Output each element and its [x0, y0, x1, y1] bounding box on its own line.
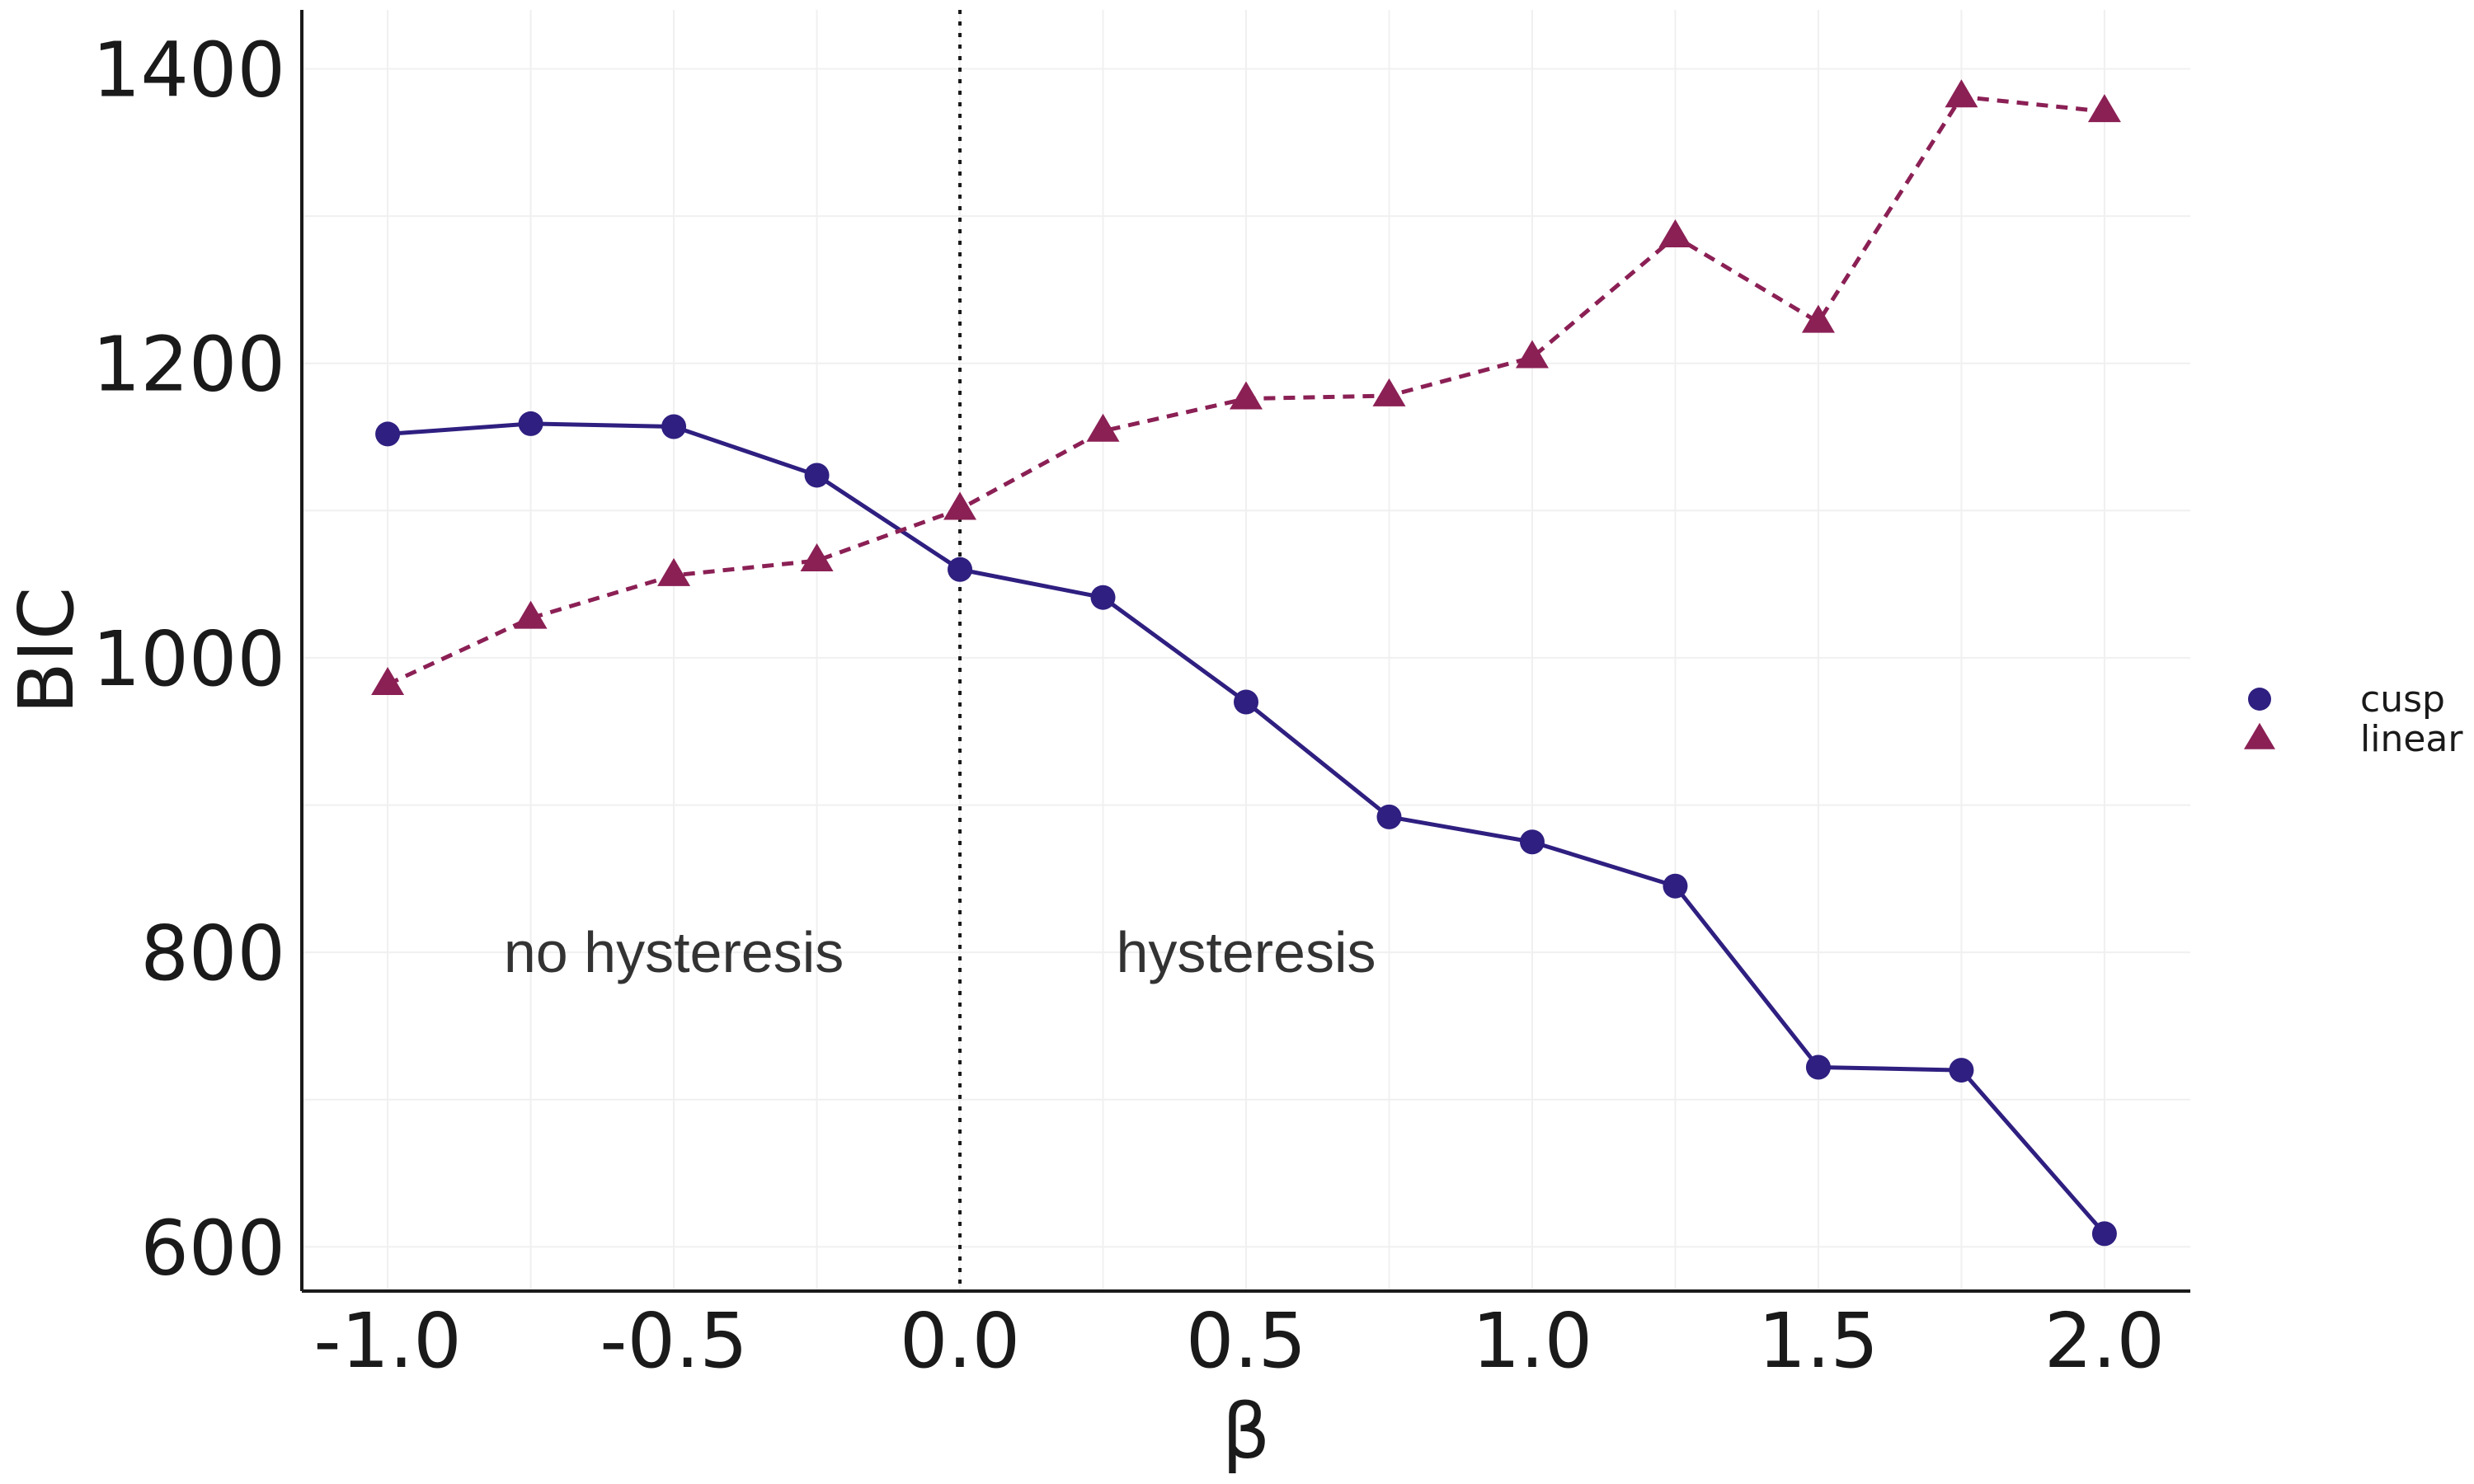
data-point-linear — [371, 667, 405, 696]
data-point-linear — [1372, 378, 1406, 406]
data-point-linear — [943, 491, 977, 520]
data-point-cusp — [1234, 689, 1258, 715]
legend-key-linear — [2244, 722, 2275, 749]
annotation-text: no hysteresis — [504, 920, 844, 984]
data-point-linear — [800, 542, 834, 571]
legend-label-cusp: cusp — [2360, 679, 2445, 721]
data-point-cusp — [804, 463, 830, 488]
data-point-cusp — [1805, 1054, 1831, 1080]
x-tick-label: 0.0 — [900, 1297, 1020, 1385]
y-tick-label: 1400 — [92, 26, 285, 114]
data-point-cusp — [2091, 1221, 2117, 1247]
y-tick-labels: 600 800 1000 1200 1400 — [92, 26, 285, 1292]
data-point-cusp — [1376, 804, 1402, 829]
data-point-linear — [2087, 94, 2121, 123]
y-tick-label: 800 — [140, 909, 285, 998]
data-point-linear — [1658, 218, 1692, 247]
data-point-linear — [514, 600, 548, 629]
x-tick-label: -0.5 — [600, 1297, 748, 1385]
annotations: no hysteresis hysteresis — [504, 920, 1376, 984]
data-point-linear — [1801, 304, 1835, 333]
data-point-cusp — [661, 414, 687, 439]
x-tick-label: -1.0 — [313, 1297, 462, 1385]
data-point-linear — [1086, 413, 1120, 442]
x-axis-title: β — [1222, 1388, 1271, 1476]
legend-label-linear: linear — [2360, 718, 2463, 760]
grid-lines — [302, 10, 2190, 1291]
data-point-cusp — [1090, 585, 1116, 610]
y-tick-label: 600 — [140, 1204, 285, 1292]
legend-key-cusp — [2248, 688, 2271, 711]
data-point-linear — [657, 557, 691, 586]
series-points — [371, 79, 2121, 1247]
data-point-cusp — [948, 556, 973, 582]
data-point-linear — [1230, 381, 1263, 410]
y-tick-label: 1200 — [92, 321, 285, 409]
x-tick-label: 1.5 — [1758, 1297, 1879, 1385]
x-tick-labels: -1.0 -0.5 0.0 0.5 1.0 1.5 2.0 — [313, 1297, 2165, 1385]
x-tick-label: 2.0 — [2044, 1297, 2165, 1385]
data-point-linear — [1515, 340, 1549, 369]
data-point-cusp — [1663, 873, 1688, 899]
annotation-text: hysteresis — [1116, 920, 1376, 984]
axes — [300, 10, 2190, 1293]
y-tick-label: 1000 — [92, 615, 285, 703]
data-point-cusp — [1519, 829, 1545, 855]
data-point-cusp — [1949, 1058, 1974, 1083]
x-tick-label: 0.5 — [1186, 1297, 1306, 1385]
y-axis-title: BIC — [2, 587, 91, 715]
data-point-linear — [1945, 79, 1978, 108]
x-tick-label: 1.0 — [1472, 1297, 1592, 1385]
data-point-cusp — [375, 421, 401, 447]
data-point-cusp — [518, 411, 543, 436]
